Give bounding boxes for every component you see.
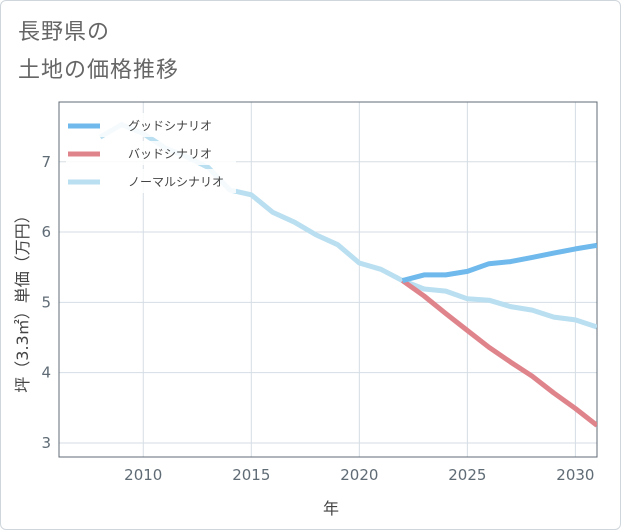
legend-label: ノーマルシナリオ [128, 175, 224, 189]
x-tick-label: 2025 [448, 466, 486, 484]
chart-title-line-1: 長野県の [18, 20, 111, 45]
x-tick-label: 2030 [556, 466, 594, 484]
y-tick-label: 3 [41, 434, 51, 452]
tick-labels: 2010 2015 2020 2025 2030 3 4 5 6 7 [41, 153, 594, 484]
plot-area-border [58, 101, 598, 458]
legend-label: グッドシナリオ [128, 119, 212, 133]
x-tick-label: 2010 [124, 466, 162, 484]
series-line-0 [401, 242, 597, 284]
grid-lines [59, 102, 597, 457]
y-tick-label: 5 [41, 293, 51, 311]
x-tick-label: 2015 [232, 466, 270, 484]
chart-title-line-2: 土地の価格推移 [18, 58, 180, 83]
y-tick-label: 7 [41, 153, 51, 171]
y-axis-label: 坪（3.3㎡）単価（万円） [13, 207, 32, 392]
x-tick-label: 2020 [340, 466, 378, 484]
chart-title: 長野県の 土地の価格推移 [18, 14, 179, 90]
y-tick-label: 4 [41, 364, 51, 382]
y-tick-label: 6 [41, 223, 51, 241]
series-line-1 [401, 278, 597, 428]
x-axis-label: 年 [323, 499, 339, 518]
legend-label: バッドシナリオ [128, 147, 212, 161]
